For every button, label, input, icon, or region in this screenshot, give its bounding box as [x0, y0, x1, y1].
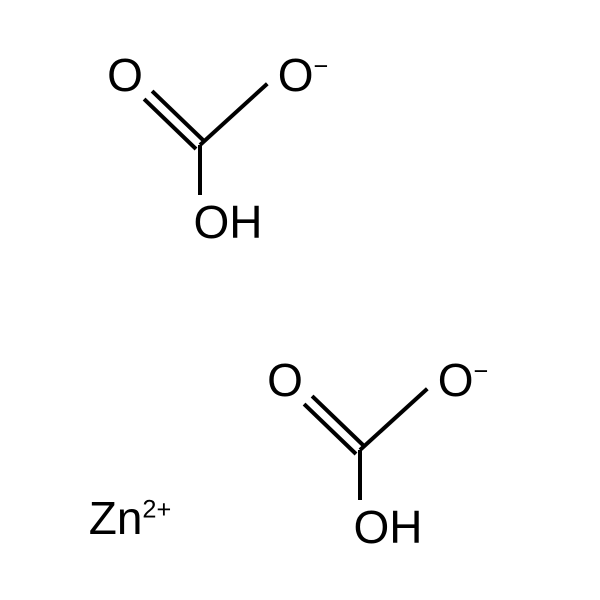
atom-a_OH2: OH — [354, 504, 423, 550]
atom-charge: − — [314, 53, 329, 81]
atom-a_O1: O — [107, 52, 143, 98]
bond-line — [358, 450, 362, 500]
bond-line — [359, 388, 429, 452]
atom-label: Zn — [89, 492, 143, 544]
bond-line — [198, 145, 202, 195]
atom-charge: 2+ — [142, 496, 171, 524]
atom-charge: − — [474, 358, 489, 386]
bond-line — [199, 83, 269, 147]
atom-a_OH1: OH — [194, 199, 263, 245]
atom-label: O — [278, 49, 314, 101]
atom-label: O — [438, 354, 474, 406]
chem-canvas: OO−OHOO−OHZn2+ — [0, 0, 600, 600]
atom-a_O3: O — [267, 357, 303, 403]
atom-a_O4: O− — [438, 357, 489, 403]
atom-a_O2: O− — [278, 52, 329, 98]
atom-a_Zn: Zn2+ — [89, 495, 172, 541]
